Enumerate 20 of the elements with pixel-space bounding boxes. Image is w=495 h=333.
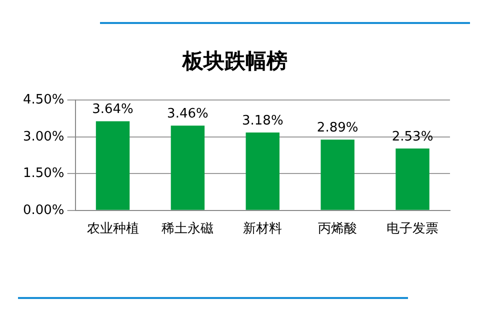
- x-tick-label: 新材料: [243, 222, 282, 237]
- data-label: 3.46%: [167, 106, 208, 122]
- x-tick-label: 农业种植: [86, 222, 139, 237]
- data-label: 3.18%: [242, 113, 284, 128]
- bar: [246, 132, 280, 210]
- data-label: 3.64%: [92, 102, 134, 118]
- data-label: 2.53%: [392, 129, 434, 144]
- x-tick-label: 电子发票: [386, 222, 439, 237]
- y-tick-label: 3.00%: [22, 129, 64, 144]
- chart-title: 板块跌幅榜: [182, 49, 288, 74]
- bar: [396, 148, 430, 210]
- y-tick-label: 4.50%: [22, 92, 64, 108]
- bar: [96, 121, 130, 210]
- x-tick-label: 稀土永磁: [162, 220, 214, 237]
- y-tick-label: 0.00%: [22, 202, 64, 218]
- bar: [170, 126, 205, 210]
- data-label: 2.89%: [316, 120, 358, 136]
- bar: [320, 140, 354, 210]
- y-tick-label: 1.50%: [22, 166, 64, 182]
- x-tick-label: 丙烯酸: [318, 222, 358, 237]
